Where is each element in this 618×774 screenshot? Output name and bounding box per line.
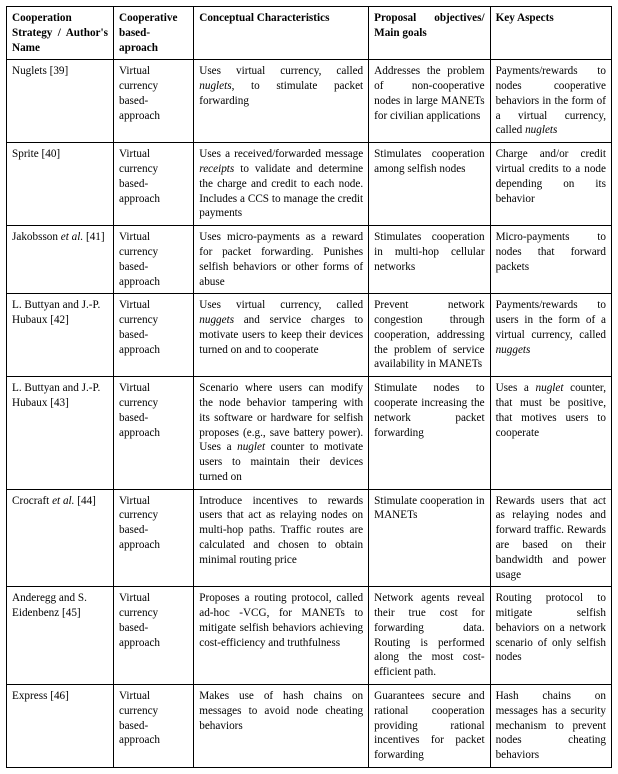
italic-text: receipts <box>199 163 234 175</box>
col-approach: Cooperative based-aproach <box>114 7 194 60</box>
cell-objectives: Stimulates cooperation among selfish nod… <box>369 143 490 226</box>
cell-concept: Introduce incentives to rewards users th… <box>194 489 369 587</box>
table-row: Sprite [40]Virtual currency based-approa… <box>7 143 612 226</box>
cell-approach: Virtual currency based-approach <box>114 587 194 685</box>
col-strategy: Cooperation Strategy / Author's Name <box>7 7 114 60</box>
cell-strategy: Crocraft et al. [44] <box>7 489 114 587</box>
cell-approach: Virtual currency based-approach <box>114 143 194 226</box>
italic-text: et al. <box>52 495 74 507</box>
cell-approach: Virtual currency based-approach <box>114 489 194 587</box>
cell-objectives: Stimulate nodes to cooperate increasing … <box>369 377 490 489</box>
italic-text: nuglet <box>536 382 564 394</box>
col-key: Key Aspects <box>490 7 611 60</box>
cell-strategy: L. Buttyan and J.-P. Hubaux [42] <box>7 294 114 377</box>
cell-objectives: Prevent network congestion through coope… <box>369 294 490 377</box>
cell-key: Micro-payments to nodes that forward pac… <box>490 226 611 294</box>
cell-strategy: Express [46] <box>7 685 114 768</box>
col-concept: Conceptual Characteristics <box>194 7 369 60</box>
table-row: Crocraft et al. [44]Virtual currency bas… <box>7 489 612 587</box>
cell-concept: Uses micro-payments as a reward for pack… <box>194 226 369 294</box>
italic-text: et al. <box>61 231 83 243</box>
cell-key: Uses a nuglet counter, that must be posi… <box>490 377 611 489</box>
table-row: Express [46]Virtual currency based-appro… <box>7 685 612 768</box>
cell-approach: Virtual currency based-approach <box>114 685 194 768</box>
cell-key: Payments/rewards to users in the form of… <box>490 294 611 377</box>
table-row: L. Buttyan and J.-P. Hubaux [42]Virtual … <box>7 294 612 377</box>
col-objectives: Proposal objectives/ Main goals <box>369 7 490 60</box>
cell-concept: Scenario where users can modify the node… <box>194 377 369 489</box>
table-row: Jakobsson et al. [41]Virtual currency ba… <box>7 226 612 294</box>
cell-approach: Virtual currency based-approach <box>114 294 194 377</box>
cell-key: Charge and/or credit virtual credits to … <box>490 143 611 226</box>
table-row: L. Buttyan and J.-P. Hubaux [43]Virtual … <box>7 377 612 489</box>
cooperation-strategies-table: Cooperation Strategy / Author's Name Coo… <box>6 6 612 768</box>
cell-objectives: Guarantees secure and rational cooperati… <box>369 685 490 768</box>
cell-objectives: Stimulate cooperation in MANETs <box>369 489 490 587</box>
cell-concept: Uses virtual currency, called nuggets an… <box>194 294 369 377</box>
cell-key: Rewards users that act as relaying nodes… <box>490 489 611 587</box>
cell-concept: Proposes a routing protocol, called ad-h… <box>194 587 369 685</box>
cell-concept: Uses a received/forwarded message receip… <box>194 143 369 226</box>
cell-strategy: Jakobsson et al. [41] <box>7 226 114 294</box>
cell-approach: Virtual currency based-approach <box>114 226 194 294</box>
italic-text: nuggets <box>496 344 531 356</box>
cell-key: Hash chains on messages has a security m… <box>490 685 611 768</box>
cell-concept: Uses virtual currency, called nuglets, t… <box>194 60 369 143</box>
cell-objectives: Addresses the problem of non-cooperative… <box>369 60 490 143</box>
italic-text: nuglet <box>237 441 265 453</box>
cell-strategy: Nuglets [39] <box>7 60 114 143</box>
cell-approach: Virtual currency based-approach <box>114 377 194 489</box>
italic-text: nuglets <box>525 124 557 136</box>
table-row: Nuglets [39]Virtual currency based-appro… <box>7 60 612 143</box>
cell-objectives: Network agents reveal their true cost fo… <box>369 587 490 685</box>
italic-text: nuggets <box>199 314 234 326</box>
cell-strategy: L. Buttyan and J.-P. Hubaux [43] <box>7 377 114 489</box>
cell-key: Routing protocol to mitigate selfish beh… <box>490 587 611 685</box>
cell-concept: Makes use of hash chains on messages to … <box>194 685 369 768</box>
cell-approach: Virtual currency based-approach <box>114 60 194 143</box>
table-row: Anderegg and S. Eidenbenz [45]Virtual cu… <box>7 587 612 685</box>
cell-strategy: Sprite [40] <box>7 143 114 226</box>
italic-text: nuglets <box>199 80 231 92</box>
cell-strategy: Anderegg and S. Eidenbenz [45] <box>7 587 114 685</box>
cell-objectives: Stimulates cooperation in multi-hop cell… <box>369 226 490 294</box>
cell-key: Payments/rewards to nodes cooperative be… <box>490 60 611 143</box>
table-header-row: Cooperation Strategy / Author's Name Coo… <box>7 7 612 60</box>
